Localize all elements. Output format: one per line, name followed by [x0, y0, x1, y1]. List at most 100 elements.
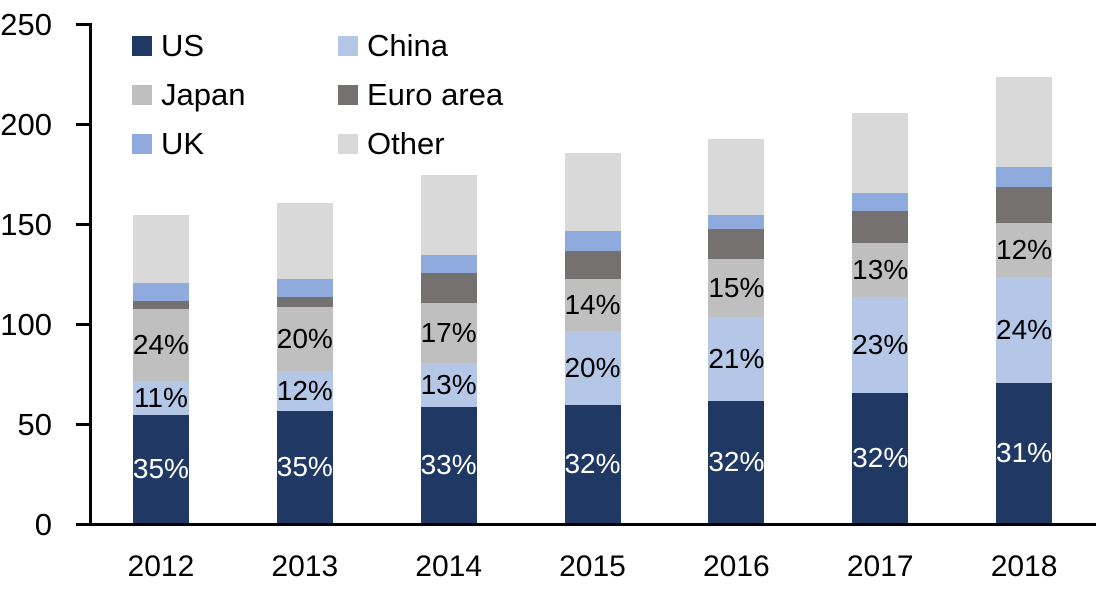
legend-item-other: Other [338, 128, 445, 159]
bar-segment-other [852, 113, 909, 193]
bar-segment-uk [276, 279, 333, 297]
bar-segment-japan [276, 307, 333, 371]
bar-segment-japan [996, 223, 1053, 277]
bar-segment-japan [132, 309, 189, 381]
bar-segment-japan [420, 303, 477, 363]
percent-label-japan: 14% [564, 289, 621, 320]
y-axis-tick [76, 23, 89, 26]
y-axis-tick [76, 123, 89, 126]
bar-segment-uk [564, 231, 621, 251]
bar-segment-china [708, 317, 765, 401]
bar-segment-uk [852, 193, 909, 211]
x-axis-label-2012: 2012 [127, 550, 195, 583]
bar-segment-us [708, 401, 765, 523]
legend-label: US [161, 28, 205, 63]
x-axis-line [89, 523, 1096, 526]
percent-label-japan: 15% [708, 272, 765, 303]
bar-segment-china [276, 371, 333, 411]
bar-segment-euro-area [564, 251, 621, 279]
legend-label: Japan [161, 77, 246, 112]
percent-label-japan: 17% [420, 317, 477, 348]
bar-segment-china [420, 363, 477, 407]
bar-segment-euro-area [996, 187, 1053, 223]
percent-label-japan: 13% [852, 254, 909, 285]
percent-label-us: 35% [276, 451, 333, 482]
legend-swatch-icon [132, 84, 152, 105]
x-axis-label-2018: 2018 [990, 550, 1058, 583]
bar-segment-china [996, 277, 1053, 383]
bar-segment-other [420, 175, 477, 255]
percent-label-china: 24% [996, 314, 1053, 345]
x-axis-label-2015: 2015 [559, 550, 626, 583]
legend-label: Other [367, 126, 445, 161]
legend-label: UK [161, 126, 205, 161]
y-axis-tick [76, 523, 89, 526]
percent-label-china: 12% [276, 375, 333, 406]
bar-segment-us [132, 415, 189, 523]
x-axis-label-2014: 2014 [415, 550, 483, 583]
bar-segment-uk [132, 283, 189, 301]
bar-segment-uk [708, 215, 765, 229]
legend-swatch-icon [338, 35, 358, 56]
y-axis-tick-label: 50 [17, 407, 52, 442]
bar-segment-japan [708, 259, 765, 317]
bar-segment-japan [852, 243, 909, 297]
bar-segment-euro-area [276, 297, 333, 307]
y-axis-tick-label: 200 [0, 107, 52, 142]
percent-label-china: 21% [708, 343, 765, 374]
legend-item-japan: Japan [132, 79, 245, 110]
bar-segment-euro-area [132, 301, 189, 309]
legend-label: Euro area [367, 77, 504, 112]
legend-label: China [367, 28, 448, 63]
y-axis-tick-label: 0 [34, 507, 52, 542]
bar-segment-other [276, 203, 333, 279]
bar-segment-euro-area [420, 273, 477, 303]
bar-segment-other [564, 153, 621, 231]
y-axis-tick [76, 323, 89, 326]
percent-label-china: 23% [852, 329, 909, 360]
bar-segment-other [708, 139, 765, 215]
percent-label-us: 32% [852, 442, 909, 473]
y-axis-tick-label: 100 [0, 307, 52, 342]
x-axis-label-2017: 2017 [846, 550, 914, 583]
bar-segment-us [852, 393, 909, 523]
percent-label-japan: 12% [996, 234, 1053, 265]
bar-segment-us [564, 405, 621, 523]
bar-segment-other [132, 215, 189, 283]
legend-item-euro-area: Euro area [338, 79, 503, 110]
bar-segment-euro-area [852, 211, 909, 243]
percent-label-us: 32% [564, 448, 621, 479]
legend-swatch-icon [132, 35, 152, 56]
x-axis-label-2016: 2016 [702, 550, 770, 583]
legend-swatch-icon [338, 84, 358, 105]
bar-segment-us [276, 411, 333, 523]
y-axis-tick-label: 250 [0, 7, 52, 42]
bar-segment-china [132, 381, 189, 415]
bar-segment-uk [420, 255, 477, 273]
percent-label-japan: 20% [276, 323, 333, 354]
bar-segment-japan [564, 279, 621, 331]
legend-item-us: US [132, 30, 204, 61]
legend-swatch-icon [338, 133, 358, 154]
y-axis-tick [76, 223, 89, 226]
legend-item-china: China [338, 30, 448, 61]
percent-label-japan: 24% [132, 329, 189, 360]
bar-segment-us [420, 407, 477, 523]
bar-segment-china [564, 331, 621, 405]
legend-swatch-icon [132, 133, 152, 154]
percent-label-china: 11% [133, 382, 188, 413]
bar-segment-euro-area [708, 229, 765, 259]
percent-label-china: 13% [420, 369, 477, 400]
percent-label-us: 32% [708, 446, 765, 477]
percent-label-us: 33% [420, 449, 477, 480]
y-axis-tick-label: 150 [0, 207, 52, 242]
bar-segment-china [852, 297, 909, 393]
y-axis-line [89, 23, 92, 526]
bar-segment-other [996, 77, 1053, 167]
percent-label-china: 20% [564, 352, 621, 383]
y-axis-tick [76, 423, 89, 426]
bar-segment-us [996, 383, 1053, 523]
percent-label-us: 35% [132, 453, 189, 484]
legend-item-uk: UK [132, 128, 204, 159]
